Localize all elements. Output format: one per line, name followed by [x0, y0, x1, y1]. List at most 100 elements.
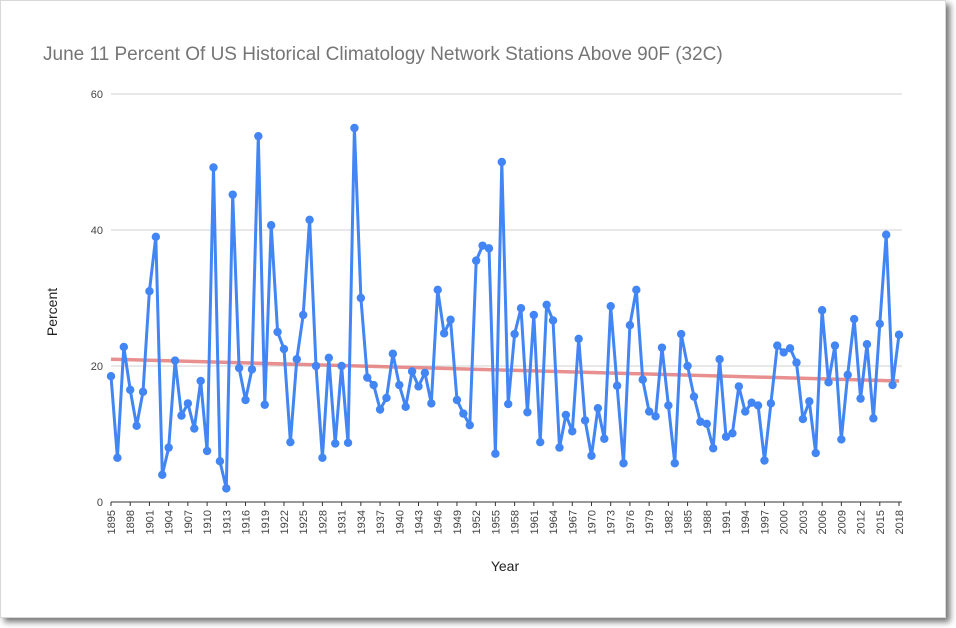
- series-group: [106, 123, 904, 493]
- data-point: [209, 163, 218, 172]
- x-tick-label: 1994: [740, 510, 752, 534]
- data-point: [875, 319, 884, 329]
- x-tick-label: 1937: [375, 510, 387, 534]
- x-tick-label: 1997: [759, 510, 771, 534]
- data-point: [785, 344, 795, 353]
- data-point: [324, 353, 334, 363]
- data-point: [331, 439, 340, 448]
- data-point: [395, 380, 404, 390]
- x-tick-label: 1964: [548, 510, 560, 534]
- x-tick-label: 1922: [279, 510, 291, 534]
- data-point: [747, 398, 756, 407]
- data-point: [145, 287, 154, 296]
- x-tick-label: 2003: [798, 510, 810, 534]
- data-point: [375, 405, 385, 414]
- x-tick-label: 1955: [490, 510, 502, 534]
- data-point: [632, 285, 641, 295]
- trend-line: [110, 357, 900, 383]
- x-tick-label: 2018: [894, 510, 906, 534]
- data-point: [356, 293, 366, 303]
- data-point: [215, 457, 225, 466]
- x-tick-label: 1949: [452, 510, 464, 534]
- trend-line-group: [110, 357, 900, 383]
- y-tick-label: 0: [97, 497, 103, 509]
- x-tick-label: 1961: [529, 510, 541, 534]
- data-point: [894, 330, 904, 339]
- data-point: [183, 399, 193, 408]
- data-point: [119, 342, 129, 352]
- data-point: [465, 420, 474, 430]
- x-tick-label: 1982: [663, 510, 675, 534]
- data-point: [177, 411, 186, 420]
- x-axis-label: Year: [491, 558, 520, 574]
- x-tick-label: 1952: [471, 510, 483, 534]
- data-point: [536, 437, 545, 447]
- data-point: [523, 408, 532, 417]
- x-tick-label: 2012: [856, 510, 868, 534]
- x-tick-label: 1901: [144, 510, 156, 534]
- x-tick-label: 1934: [356, 510, 368, 534]
- x-tick-label: 2000: [779, 510, 791, 534]
- x-tick-label: 1979: [644, 510, 656, 534]
- x-tick-label: 2006: [817, 510, 829, 534]
- data-point: [664, 401, 673, 410]
- data-point: [753, 401, 763, 410]
- data-point: [305, 215, 314, 224]
- data-point: [779, 348, 788, 357]
- data-point: [792, 358, 801, 367]
- data-point: [222, 484, 231, 493]
- data-point: [862, 340, 872, 349]
- y-tick-label: 20: [91, 361, 103, 373]
- x-tick-label: 1898: [125, 510, 137, 534]
- data-point: [286, 437, 295, 447]
- y-axis-label: Percent: [44, 288, 60, 336]
- data-point: [266, 221, 276, 230]
- data-point: [382, 393, 391, 403]
- data-point: [830, 341, 840, 350]
- data-point: [709, 444, 718, 453]
- x-tick-label: 2009: [836, 510, 848, 534]
- data-point: [612, 381, 622, 390]
- data-point: [439, 329, 449, 338]
- data-point: [151, 232, 161, 241]
- data-point: [881, 230, 891, 239]
- data-point: [689, 392, 699, 401]
- x-tick-label: 1913: [221, 510, 233, 534]
- data-point: [811, 448, 820, 458]
- data-point: [414, 382, 423, 391]
- y-axis-ticks: 0 20 40 60: [91, 89, 103, 509]
- data-point: [190, 424, 199, 433]
- data-point: [504, 399, 513, 409]
- data-point: [420, 368, 430, 377]
- x-tick-label: 1931: [337, 510, 349, 534]
- data-point: [478, 241, 487, 250]
- data-point: [311, 361, 321, 371]
- x-tick-label: 1943: [414, 510, 426, 534]
- data-point: [638, 375, 647, 384]
- data-point: [202, 446, 212, 456]
- x-tick-label: 1904: [164, 510, 176, 534]
- data-point: [158, 470, 167, 479]
- x-tick-label: 1928: [317, 510, 329, 534]
- y-tick-label: 40: [91, 225, 103, 237]
- data-point: [279, 344, 289, 354]
- x-tick-label: 1970: [586, 510, 598, 534]
- data-point: [516, 304, 526, 313]
- x-tick-label: 1991: [721, 510, 733, 534]
- data-point: [651, 412, 660, 421]
- data-point: [888, 380, 897, 390]
- data-point: [318, 453, 327, 462]
- data-point: [600, 434, 609, 443]
- data-point: [606, 301, 615, 311]
- data-point: [433, 285, 442, 295]
- series-line: [109, 126, 901, 490]
- data-point: [593, 403, 603, 413]
- x-tick-label: 1946: [433, 510, 445, 534]
- data-point: [170, 356, 180, 365]
- data-point: [196, 376, 205, 386]
- data-point: [407, 367, 417, 376]
- data-point: [568, 427, 577, 436]
- data-point: [657, 343, 667, 352]
- data-point: [798, 414, 808, 424]
